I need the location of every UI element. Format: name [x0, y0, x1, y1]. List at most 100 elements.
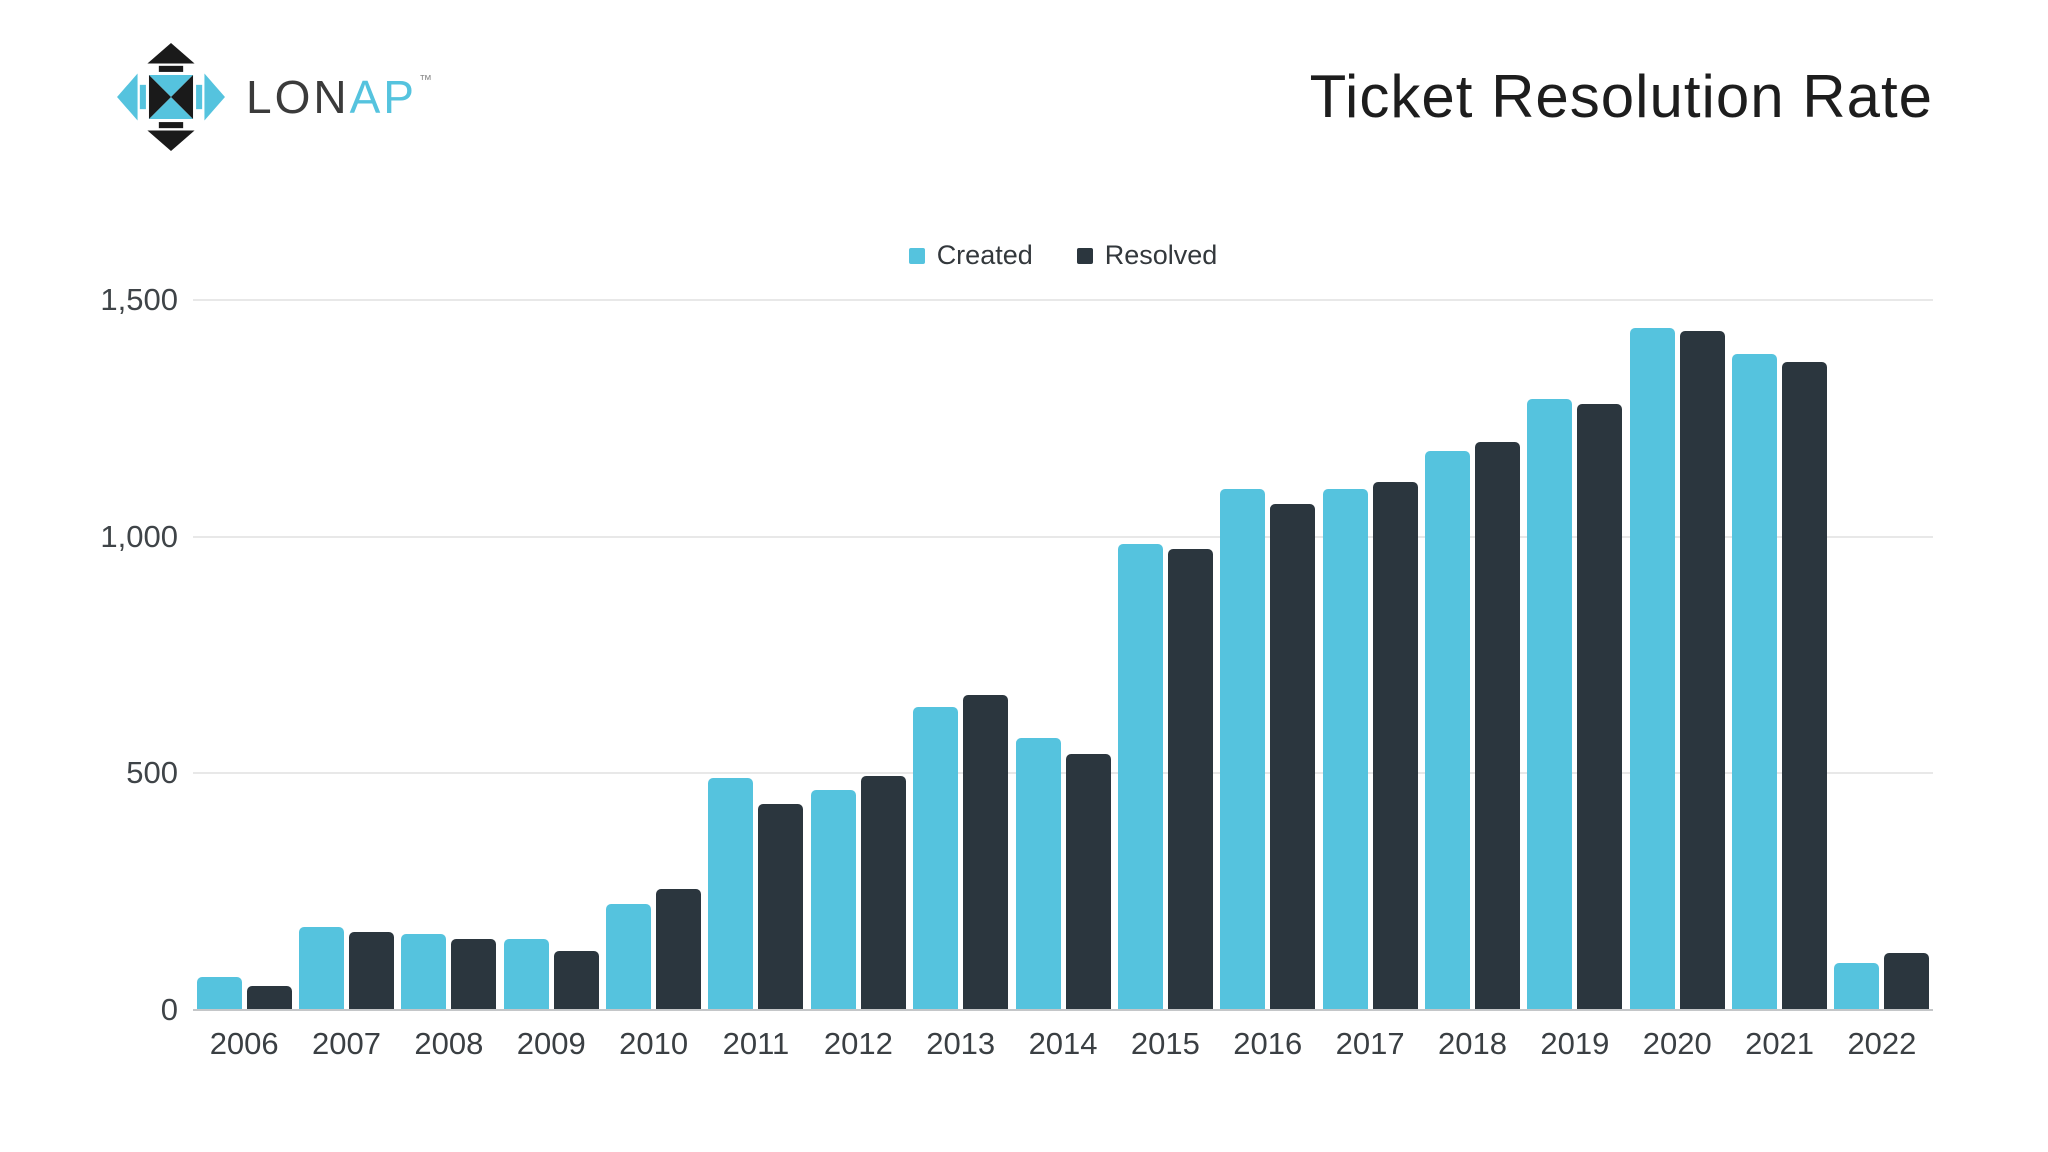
- lonap-logo: LON AP ™: [112, 40, 432, 154]
- bar-group-2020: 2020: [1626, 300, 1728, 1061]
- bar-resolved-2022[interactable]: [1884, 953, 1930, 1010]
- plot-area: 2006 2007 2008 2009 2010 2011 2012 2013 2014 2015…: [193, 299, 1933, 1061]
- y-axis-label-1000: 1,000: [100, 518, 178, 554]
- x-axis-label-2011: 2011: [722, 1026, 790, 1061]
- x-axis-label-2010: 2010: [619, 1026, 689, 1061]
- created-swatch-icon: [908, 247, 925, 264]
- bar-resolved-2019[interactable]: [1577, 404, 1623, 1010]
- bar-resolved-2020[interactable]: [1679, 330, 1725, 1010]
- bar-pair-2019: [1527, 300, 1623, 1010]
- bar-pair-2006: [196, 300, 292, 1010]
- legend-item-created[interactable]: Created: [908, 240, 1033, 271]
- legend-label-created: Created: [936, 240, 1033, 270]
- bar-group-2018: 2018: [1421, 300, 1523, 1061]
- bar-pair-2016: [1220, 300, 1316, 1010]
- bar-resolved-2017[interactable]: [1372, 482, 1418, 1010]
- trademark-symbol: ™: [418, 72, 432, 87]
- bar-group-2012: 2012: [807, 300, 909, 1061]
- bar-pair-2017: [1322, 300, 1418, 1010]
- bar-pair-2010: [606, 300, 702, 1010]
- gridline-1000: [193, 535, 1933, 538]
- bar-created-2008[interactable]: [401, 934, 447, 1010]
- x-axis-label-2012: 2012: [823, 1026, 893, 1061]
- bar-resolved-2008[interactable]: [451, 939, 497, 1010]
- bar-group-2013: 2013: [910, 300, 1012, 1061]
- bar-created-2006[interactable]: [196, 976, 242, 1010]
- bar-created-2013[interactable]: [913, 707, 959, 1010]
- bar-group-2008: 2008: [398, 300, 500, 1061]
- x-axis-label-2013: 2013: [926, 1026, 996, 1061]
- x-axis-label-2018: 2018: [1438, 1026, 1507, 1061]
- bar-created-2018[interactable]: [1424, 451, 1470, 1010]
- bar-resolved-2015[interactable]: [1167, 548, 1213, 1010]
- y-axis-label-1500: 1,500: [100, 282, 178, 317]
- bar-created-2014[interactable]: [1015, 737, 1061, 1010]
- bar-resolved-2021[interactable]: [1782, 361, 1828, 1010]
- logo-text-ap: AP: [349, 71, 417, 123]
- x-axis-label-2021: 2021: [1745, 1026, 1815, 1061]
- bar-created-2009[interactable]: [503, 939, 549, 1010]
- bar-group-2016: 2016: [1217, 300, 1319, 1061]
- bar-group-2011: 2011: [705, 300, 807, 1061]
- bar-resolved-2007[interactable]: [349, 931, 395, 1010]
- bar-group-2006: 2006: [193, 300, 295, 1061]
- bar-resolved-2013[interactable]: [963, 695, 1009, 1010]
- x-axis-label-2009: 2009: [516, 1026, 586, 1061]
- bar-resolved-2009[interactable]: [553, 950, 599, 1010]
- bar-pair-2012: [810, 300, 906, 1010]
- bar-created-2022[interactable]: [1834, 962, 1880, 1010]
- y-axis-label-0: 0: [160, 992, 178, 1027]
- bar-groups: 2006 2007 2008 2009 2010 2011 2012 2013 2014 2015…: [193, 300, 1933, 1061]
- page-title: Ticket Resolution Rate: [1309, 63, 1933, 130]
- x-axis-label-2020: 2020: [1642, 1026, 1712, 1061]
- x-axis-label-2007: 2007: [312, 1026, 382, 1061]
- bar-pair-2018: [1424, 300, 1520, 1010]
- bar-resolved-2012[interactable]: [860, 775, 906, 1010]
- bar-created-2019[interactable]: [1527, 399, 1573, 1010]
- bar-pair-2009: [503, 300, 599, 1010]
- bar-created-2016[interactable]: [1220, 489, 1266, 1010]
- x-axis-line: [193, 1009, 1933, 1011]
- x-axis-label-2016: 2016: [1233, 1026, 1303, 1061]
- bar-pair-2014: [1015, 300, 1111, 1010]
- bar-pair-2008: [401, 300, 497, 1010]
- bar-group-2009: 2009: [500, 300, 602, 1061]
- bar-pair-2013: [913, 300, 1009, 1010]
- bar-created-2011[interactable]: [708, 778, 754, 1010]
- bar-resolved-2014[interactable]: [1065, 754, 1111, 1010]
- bar-group-2017: 2017: [1319, 300, 1421, 1061]
- gridline-1500: [193, 299, 1933, 301]
- bar-group-2007: 2007: [295, 300, 397, 1061]
- bar-created-2015[interactable]: [1117, 543, 1163, 1010]
- logo-text-lon: LON: [246, 71, 350, 123]
- bar-pair-2020: [1629, 300, 1725, 1010]
- bar-group-2014: 2014: [1012, 300, 1114, 1061]
- bar-resolved-2006[interactable]: [246, 986, 292, 1010]
- bar-created-2010[interactable]: [606, 903, 652, 1010]
- bar-resolved-2010[interactable]: [656, 889, 702, 1010]
- bar-pair-2011: [708, 300, 804, 1010]
- bar-group-2022: 2022: [1831, 300, 1933, 1061]
- bar-created-2020[interactable]: [1629, 328, 1675, 1010]
- bar-resolved-2018[interactable]: [1474, 442, 1520, 1010]
- bar-resolved-2011[interactable]: [758, 804, 804, 1010]
- bar-group-2015: 2015: [1114, 300, 1216, 1061]
- bar-created-2021[interactable]: [1732, 354, 1778, 1010]
- y-axis: 0 500 1,000 1,500: [40, 284, 178, 1026]
- x-axis-label-2006: 2006: [209, 1026, 279, 1061]
- x-axis-label-2015: 2015: [1130, 1026, 1200, 1061]
- x-axis-label-2014: 2014: [1028, 1026, 1098, 1061]
- legend-item-resolved[interactable]: Resolved: [1076, 240, 1217, 271]
- y-axis-label-500: 500: [126, 755, 178, 791]
- bar-created-2012[interactable]: [810, 789, 856, 1010]
- lonap-logo-text: LON AP ™: [246, 70, 432, 124]
- bar-pair-2022: [1834, 300, 1930, 1010]
- bar-resolved-2016[interactable]: [1270, 503, 1316, 1010]
- bar-created-2017[interactable]: [1322, 489, 1368, 1010]
- lonap-logo-icon: [117, 43, 225, 151]
- bar-group-2010: 2010: [602, 300, 704, 1061]
- bar-created-2007[interactable]: [299, 927, 345, 1010]
- bar-pair-2015: [1117, 300, 1213, 1010]
